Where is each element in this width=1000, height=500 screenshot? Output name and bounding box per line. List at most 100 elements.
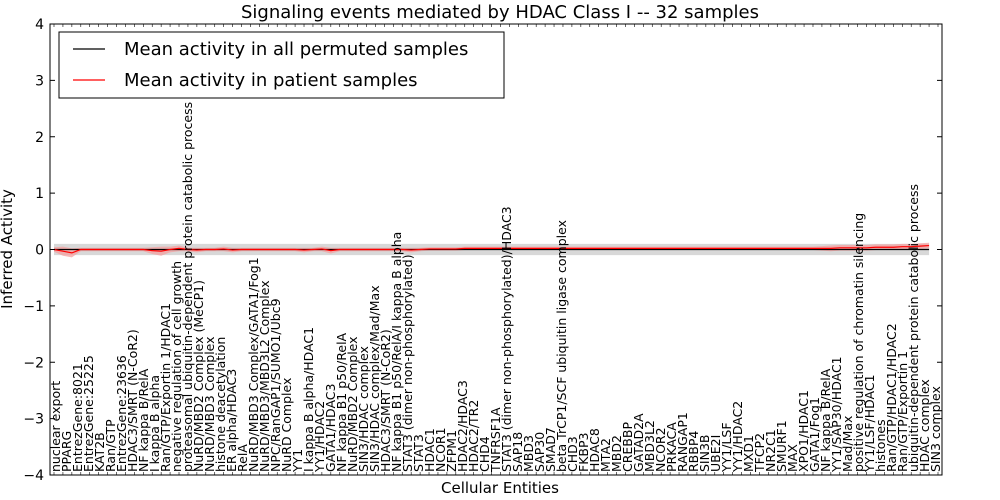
- legend-label: Mean activity in all permuted samples: [124, 39, 468, 60]
- category-label: NF kappa B/RelA: [136, 368, 151, 472]
- category-label: PPARG: [59, 431, 74, 472]
- legend: Mean activity in all permuted samples Mea…: [58, 31, 505, 99]
- category-label: Ran/GTP/HDAC1/HDAC2: [884, 323, 899, 472]
- category-label: MBD3L2: [642, 420, 657, 472]
- category-label: I kappa B alpha: [147, 375, 162, 472]
- category-label: UBE2I: [708, 435, 723, 472]
- y-axis-label: Inferred Activity: [0, 189, 16, 309]
- category-label: SAP18: [510, 432, 525, 472]
- category-label: MBD2: [609, 435, 624, 472]
- category-label: nuclear export: [48, 381, 63, 472]
- category-label: HDAC2/HDAC3: [455, 380, 470, 472]
- category-label: I kappa B alpha/HDAC1: [301, 327, 316, 472]
- category-label: YY1/SAP30/HDAC1: [829, 356, 844, 473]
- category-label: MBD3: [521, 435, 536, 472]
- category-label: NPC/RanGAP1/SUMO1/Ubc9: [268, 298, 283, 472]
- y-tick-label: −4: [23, 468, 44, 484]
- category-label: SAP30: [532, 432, 547, 472]
- category-label: negative regulation of cell growth: [169, 261, 184, 472]
- category-label: EntrezGene:25225: [81, 355, 96, 472]
- category-label: NuRD/MBD3 Complex/GATA1/Fog1: [246, 257, 261, 472]
- category-label: PRKACA: [664, 422, 679, 472]
- category-label: Ran/GTP/Exportin 1/HDAC1: [158, 303, 173, 472]
- category-label: NF kappa B1 p50/RelA: [334, 332, 349, 472]
- category-label: beta TrCP1/SCF ubiquitin ligase complex: [554, 220, 569, 472]
- category-label: Mad/Max: [840, 416, 855, 472]
- category-label: SMAD7: [543, 427, 558, 472]
- legend-box: [58, 31, 505, 99]
- category-label: NuRD/MBD2 Complex: [345, 336, 360, 472]
- category-label: positive regulation of chromatin silenci…: [851, 213, 866, 472]
- category-label: HDAC1: [422, 428, 437, 472]
- category-label: CHD4: [477, 436, 492, 472]
- y-tick-label: 1: [35, 186, 44, 202]
- category-label: histones: [873, 419, 888, 472]
- category-label: EntrezGene:23636: [114, 355, 129, 472]
- category-label: NCOR2: [653, 427, 668, 472]
- category-label: Ran/GTP/Exportin 1: [895, 351, 910, 472]
- category-label: ER alpha/HDAC3: [224, 369, 239, 472]
- category-label: EntrezGene:8021: [70, 363, 85, 472]
- category-label: YY1/HDAC2: [312, 401, 327, 473]
- y-tick-label: 3: [35, 73, 44, 89]
- y-tick-label: −3: [23, 412, 44, 428]
- category-label: NuRD Complex: [279, 378, 294, 472]
- category-label: CHD3: [565, 436, 580, 472]
- chart-title: Signaling events mediated by HDAC Class …: [241, 2, 759, 23]
- category-label: GATA1/HDAC3: [323, 384, 338, 472]
- category-label: YY1/HDAC2: [730, 401, 745, 473]
- y-tick-label: 2: [35, 130, 44, 146]
- y-tick-label: −1: [23, 299, 44, 315]
- category-label: GATAD2A: [631, 413, 646, 472]
- category-label: ubiquitin-dependent protein catabolic pr…: [906, 184, 921, 472]
- category-label: SIN3B: [697, 435, 712, 473]
- y-tick-label: 0: [35, 243, 44, 259]
- category-label: FKBP3: [576, 433, 591, 472]
- category-label: RelA: [235, 444, 250, 472]
- category-label: NF kappa B/RelA: [818, 368, 833, 472]
- category-label: GATA1/Fog1: [807, 397, 822, 472]
- category-label: histone deacetylation: [213, 337, 228, 472]
- category-label: ZFPM1: [444, 430, 459, 472]
- category-label: TNFRSF1A: [488, 407, 503, 473]
- category-label: HDAC2/TR2: [466, 400, 481, 472]
- category-label: STAT3 (dimer non-phosphorylated): [400, 254, 415, 472]
- category-label: CREBBP: [620, 422, 635, 472]
- category-label: SIN3 complex: [928, 386, 943, 472]
- category-label: RBBP4: [686, 431, 701, 472]
- category-label: MTA2: [598, 438, 613, 472]
- category-label: MXD1: [741, 435, 756, 472]
- category-label: YY1: [290, 449, 305, 473]
- category-label: NuRD/MBD3 Complex: [202, 336, 217, 472]
- category-label: STAT3 (dimer non-phosphorylated)/HDAC3: [499, 206, 514, 472]
- category-label: NR2C1: [763, 429, 778, 472]
- category-label: HDAC complex: [917, 379, 932, 472]
- plot-area: nuclear exportPPARGEntrezGene:8021Entrez…: [23, 17, 943, 484]
- category-label: XPO1/HDAC1: [796, 390, 811, 472]
- category-label: HDAC3/SMRT (N-CoR2): [378, 329, 393, 472]
- category-label: YY1/LSF/HDAC1: [862, 374, 877, 473]
- y-tick-label: 4: [35, 17, 44, 33]
- category-label: RANGAP1: [675, 412, 690, 472]
- legend-label: Mean activity in patient samples: [124, 70, 418, 91]
- category-label: STAT3: [411, 434, 426, 472]
- category-label: SIN3/HDAC complex/Mad/Max: [367, 285, 382, 472]
- category-label: TFCP2: [752, 433, 767, 473]
- category-label: proteasomal ubiquitin-dependent protein …: [180, 102, 195, 472]
- category-label: HDAC8: [587, 428, 602, 472]
- x-axis-label: Cellular Entities: [441, 479, 559, 497]
- category-label: SMURF1: [774, 420, 789, 472]
- category-label: YY1/LSF: [719, 422, 734, 473]
- category-label: SIN3/HDAC complex: [356, 346, 371, 472]
- category-label: NCOR1: [433, 427, 448, 472]
- category-label: KAT2B: [92, 432, 107, 472]
- category-label: NuRD/MBD2 Complex (MeCP1): [191, 280, 206, 472]
- category-label: HDAC3/SMRT (N-CoR2): [125, 329, 140, 472]
- category-label: NuRD/MBD3/MBD3L2 Complex: [257, 280, 272, 472]
- category-label: NF kappa B1 p50/RelA/I kappa B alpha: [389, 232, 404, 472]
- y-tick-label: −2: [23, 355, 44, 371]
- series-line-1: [53, 244, 930, 254]
- category-label: MAX: [785, 444, 800, 472]
- category-label: Ran/GTP: [103, 419, 118, 472]
